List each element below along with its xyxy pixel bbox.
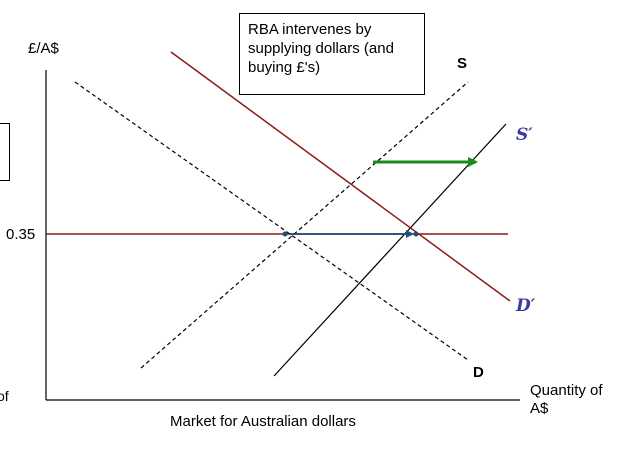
y-axis-label: £/A$	[28, 40, 60, 57]
cropped-left-text: of	[0, 388, 9, 404]
supply-label: S	[457, 55, 467, 72]
diagram-caption: Market for Australian dollars	[170, 413, 356, 430]
new-supply-curve	[273, 123, 507, 377]
cropped-left-box	[0, 123, 10, 181]
new-demand-label: D′	[515, 296, 536, 316]
price-tick-label: 0.35	[6, 226, 35, 243]
equilibrium-point-original	[282, 231, 288, 237]
new-supply-label: S′	[516, 125, 533, 145]
supply-curve	[140, 81, 469, 369]
demand-label: D	[473, 364, 484, 381]
equilibrium-point-new	[413, 231, 419, 237]
x-axis-label-line2: A$	[530, 400, 549, 417]
x-axis-label-line1: Quantity of	[530, 382, 603, 399]
rba-intervention-note: RBA intervenes by supplying dollars (and…	[239, 13, 425, 95]
demand-curve	[74, 81, 469, 361]
new-demand-curve	[170, 51, 511, 302]
